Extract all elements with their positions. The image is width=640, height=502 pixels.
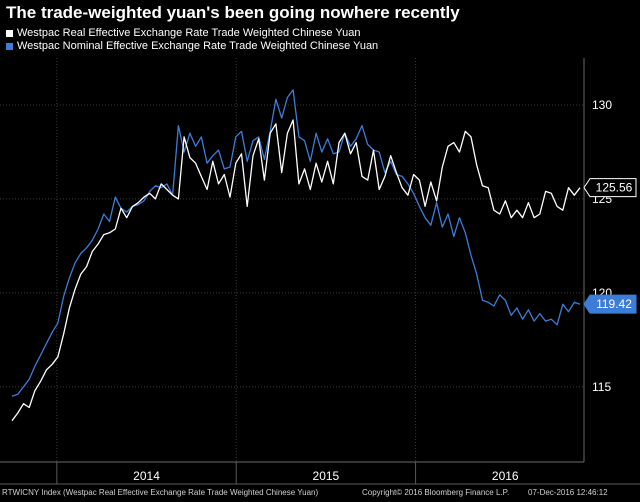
last-value-flag-real xyxy=(583,178,637,198)
legend: Westpac Real Effective Exchange Rate Tra… xyxy=(6,27,378,53)
last-value-label-real: 125.56 xyxy=(596,181,633,195)
y-tick-label: 115 xyxy=(592,380,611,394)
last-value-flag-nominal xyxy=(583,294,637,314)
footer-copyright: Copyright© 2016 Bloomberg Finance L.P. xyxy=(362,488,510,497)
y-tick-label: 130 xyxy=(592,98,612,112)
legend-item-nominal: Westpac Nominal Effective Exchange Rate … xyxy=(6,40,378,53)
x-tick-label: 2014 xyxy=(133,469,160,483)
x-tick-label: 2016 xyxy=(492,469,519,483)
last-value-label-nominal: 119.42 xyxy=(596,297,632,311)
footer-timestamp: 07-Dec-2016 12:46:12 xyxy=(528,488,608,497)
legend-label-nominal: Westpac Nominal Effective Exchange Rate … xyxy=(17,40,379,52)
footer-source: RTWICNY Index (Westpac Real Effective Ex… xyxy=(2,488,319,497)
x-tick-label: 2015 xyxy=(313,469,340,483)
series-line-nominal xyxy=(11,89,581,397)
chart-title: The trade-weighted yuan's been going now… xyxy=(6,3,460,22)
legend-label-real: Westpac Real Effective Exchange Rate Tra… xyxy=(17,27,361,39)
legend-item-real: Westpac Real Effective Exchange Rate Tra… xyxy=(6,27,378,40)
legend-swatch-nominal xyxy=(6,43,13,50)
series-line-real xyxy=(11,119,581,422)
legend-swatch-real xyxy=(6,30,13,37)
